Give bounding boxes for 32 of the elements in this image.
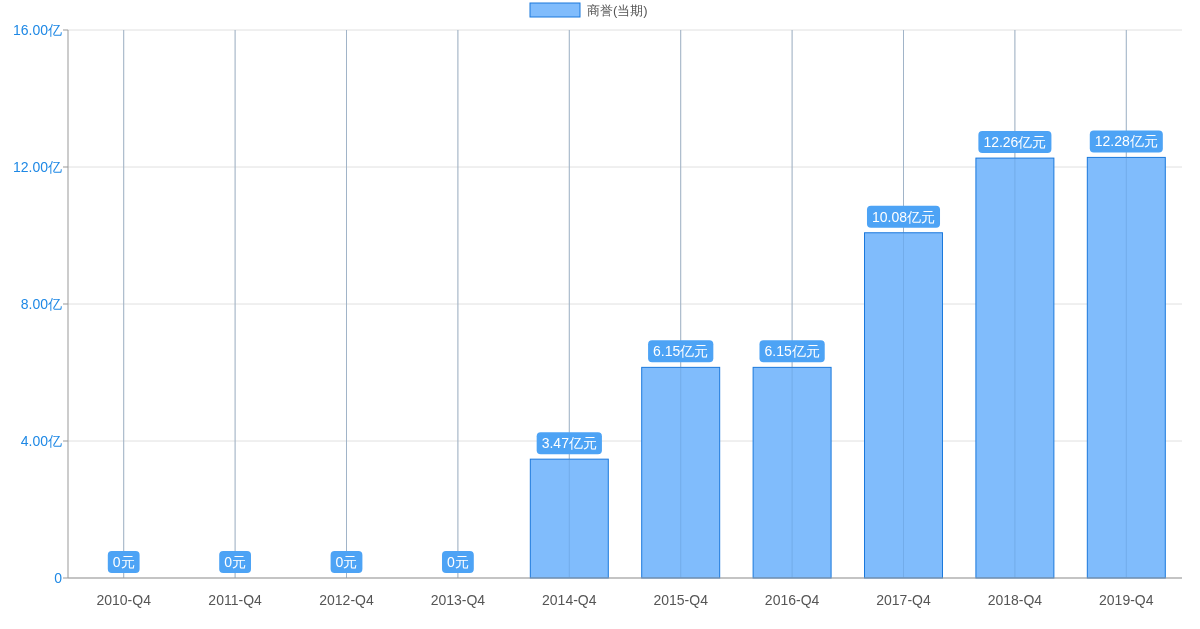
bar bbox=[752, 366, 832, 579]
data-label: 0元 bbox=[112, 554, 135, 570]
y-tick-label: 4.00亿 bbox=[20, 433, 62, 449]
x-tick-label: 2016-Q4 bbox=[764, 592, 820, 608]
x-tick-label: 2015-Q4 bbox=[653, 592, 709, 608]
data-label: 12.28亿元 bbox=[1094, 133, 1158, 150]
y-tick-label: 0 bbox=[54, 570, 63, 586]
bar bbox=[975, 157, 1055, 579]
legend-label: 商誉(当期) bbox=[587, 3, 648, 18]
x-tick-label: 2012-Q4 bbox=[319, 592, 374, 608]
y-tick-label: 16.00亿 bbox=[12, 22, 62, 38]
x-tick-label: 2011-Q4 bbox=[208, 592, 263, 608]
bar bbox=[864, 232, 943, 579]
data-label: 6.15亿元 bbox=[764, 343, 820, 360]
x-tick-label: 2017-Q4 bbox=[876, 592, 931, 608]
data-label: 10.08亿元 bbox=[871, 208, 936, 225]
data-label: 0元 bbox=[447, 554, 469, 570]
y-tick-label: 12.00亿 bbox=[12, 159, 62, 175]
x-tick-label: 2018-Q4 bbox=[987, 592, 1043, 608]
data-label: 12.26亿元 bbox=[983, 134, 1047, 151]
data-label: 0元 bbox=[335, 554, 358, 570]
bar bbox=[1086, 156, 1166, 579]
x-tick-label: 2019-Q4 bbox=[1099, 592, 1154, 608]
x-tick-label: 2010-Q4 bbox=[96, 592, 152, 608]
bar bbox=[529, 458, 609, 579]
y-tick-label: 8.00亿 bbox=[20, 296, 62, 312]
data-label: 3.47亿元 bbox=[541, 435, 597, 452]
x-tick-label: 2014-Q4 bbox=[542, 592, 597, 608]
bar bbox=[641, 366, 721, 579]
data-label: 6.15亿元 bbox=[653, 343, 709, 360]
data-label: 0元 bbox=[224, 554, 246, 570]
x-tick-label: 2013-Q4 bbox=[430, 592, 486, 608]
